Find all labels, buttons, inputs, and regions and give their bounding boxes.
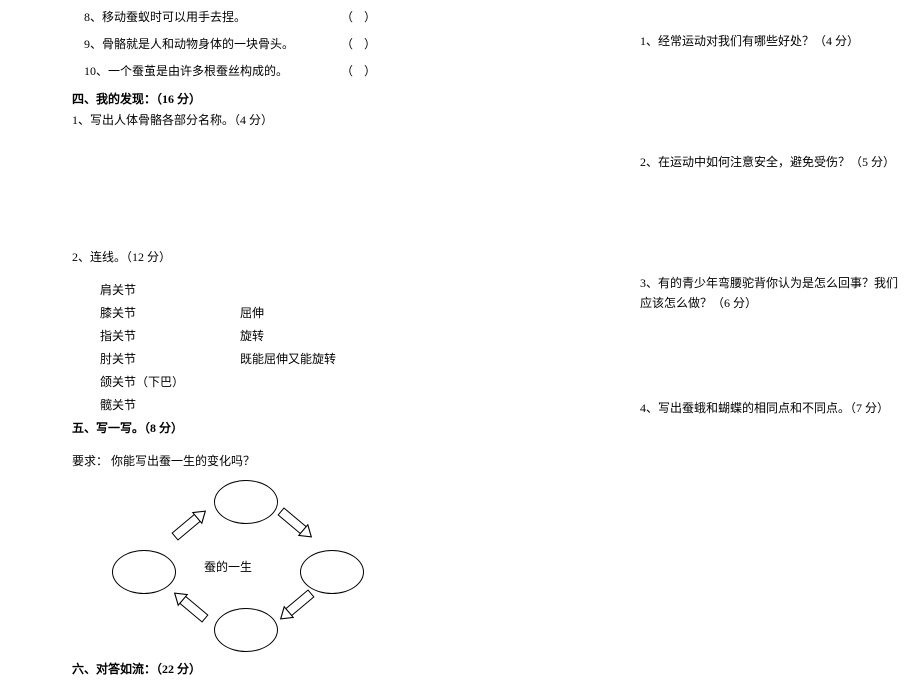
answer-space — [640, 59, 900, 153]
joint-label: 髋关节 — [100, 396, 240, 413]
cycle-center-label: 蚕的一生 — [204, 558, 252, 575]
match-row: 指关节 旋转 — [100, 327, 440, 344]
question-1: 1、经常运动对我们有哪些好处？（4 分） — [640, 32, 900, 51]
joint-label: 膝关节 — [100, 304, 240, 321]
right-column: 1、经常运动对我们有哪些好处？（4 分） 2、在运动中如何注意安全，避免受伤？（… — [460, 8, 920, 687]
arrow-icon — [170, 505, 211, 543]
tf-text: 10、一个蚕茧是由许多根蚕丝构成的。 — [84, 64, 288, 78]
match-row: 肘关节 既能屈伸又能旋转 — [100, 350, 440, 367]
paren-blank: （ ） — [341, 8, 380, 27]
answer-space — [640, 180, 900, 274]
section-5-req: 要求： 你能写出蚕一生的变化吗？ — [72, 452, 440, 471]
tf-text: 8、移动蚕蚁时可以用手去捏。 — [84, 10, 246, 24]
page-container: 8、移动蚕蚁时可以用手去捏。 （ ） 9、骨骼就是人和动物身体的一块骨头。 （ … — [0, 8, 920, 687]
tf-item-10: 10、一个蚕茧是由许多根蚕丝构成的。 （ ） — [84, 62, 440, 81]
joint-label: 肘关节 — [100, 350, 240, 367]
move-label: 既能屈伸又能旋转 — [240, 350, 336, 367]
tf-text: 9、骨骼就是人和动物身体的一块骨头。 — [84, 37, 294, 51]
answer-space — [640, 321, 900, 399]
joint-label: 指关节 — [100, 327, 240, 344]
match-row: 颌关节（下巴） — [100, 373, 440, 390]
match-row: 膝关节 屈伸 — [100, 304, 440, 321]
paren-blank: （ ） — [341, 62, 380, 81]
tf-item-8: 8、移动蚕蚁时可以用手去捏。 （ ） — [84, 8, 440, 27]
move-label: 屈伸 — [240, 304, 264, 321]
cycle-node-bottom — [214, 608, 278, 652]
left-column: 8、移动蚕蚁时可以用手去捏。 （ ） 9、骨骼就是人和动物身体的一块骨头。 （ … — [0, 8, 460, 687]
section-4-q2: 2、连线。（12 分） — [72, 248, 440, 267]
question-4: 4、写出蚕蛾和蝴蝶的相同点和不同点。（7 分） — [640, 399, 900, 418]
cycle-node-right — [300, 550, 364, 594]
paren-blank: （ ） — [341, 35, 380, 54]
question-2: 2、在运动中如何注意安全，避免受伤？（5 分） — [640, 153, 900, 172]
arrow-icon — [276, 505, 317, 543]
joint-label: 颌关节（下巴） — [100, 373, 240, 390]
cycle-node-left — [112, 550, 176, 594]
question-3: 3、有的青少年弯腰驼背你认为是怎么回事？我们应该怎么做？（6 分） — [640, 274, 900, 312]
tf-item-9: 9、骨骼就是人和动物身体的一块骨头。 （ ） — [84, 35, 440, 54]
arrow-icon — [276, 587, 317, 625]
cycle-node-top — [214, 480, 278, 524]
match-row: 髋关节 — [100, 396, 440, 413]
match-row: 肩关节 — [100, 281, 440, 298]
lifecycle-diagram: 蚕的一生 — [104, 480, 364, 650]
section-6-title: 六、对答如流：（22 分） — [72, 660, 440, 679]
joint-label: 肩关节 — [100, 281, 240, 298]
section-4-title: 四、我的发现：（16 分） — [72, 90, 440, 109]
section-4-q1: 1、写出人体骨骼各部分名称。（4 分） — [72, 111, 440, 130]
matching-block: 肩关节 膝关节 屈伸 指关节 旋转 肘关节 既能屈伸又能旋转 颌关节（下巴） 髋… — [84, 281, 440, 413]
answer-space — [84, 138, 440, 248]
section-5-title: 五、写一写。（8 分） — [72, 419, 440, 438]
move-label: 旋转 — [240, 327, 264, 344]
arrow-icon — [170, 587, 211, 625]
